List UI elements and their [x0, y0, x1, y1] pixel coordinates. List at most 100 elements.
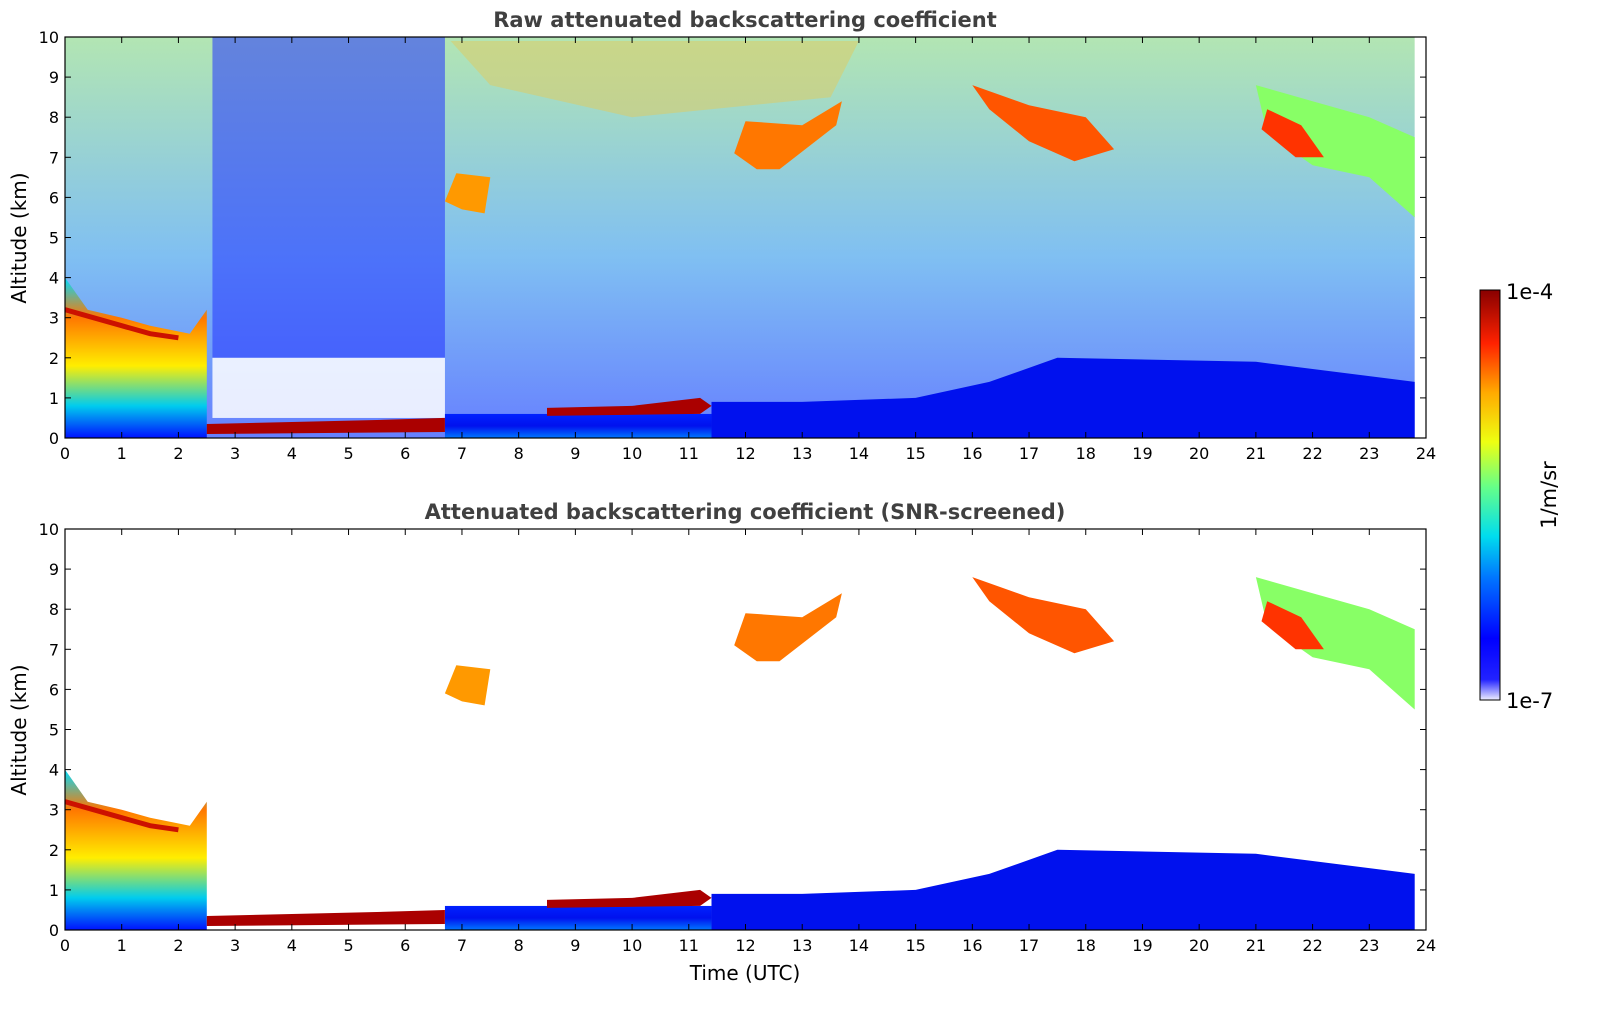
y-tick-label: 0 [49, 921, 59, 940]
aerosol-layer [711, 357, 1415, 438]
x-tick-label: 24 [1416, 444, 1436, 463]
x-tick-label: 15 [905, 936, 925, 955]
x-tick-label: 0 [60, 936, 70, 955]
x-tick-label: 1 [117, 444, 127, 463]
x-tick-label: 21 [1246, 444, 1266, 463]
x-tick-label: 17 [1019, 936, 1039, 955]
plot-area-screened [65, 577, 1415, 930]
y-tick-label: 10 [39, 520, 59, 539]
near-surface-layer [444, 413, 712, 438]
aerosol-layer [711, 849, 1415, 930]
x-tick-label: 18 [1076, 444, 1096, 463]
x-tick-label: 23 [1359, 444, 1379, 463]
panel-title-raw: Raw attenuated backscattering coefficien… [493, 8, 997, 32]
cirrus-2-core [1261, 109, 1324, 158]
x-tick-label: 6 [400, 444, 410, 463]
x-tick-label: 13 [792, 936, 812, 955]
x-tick-label: 18 [1076, 936, 1096, 955]
low-cloud-layer-1 [206, 910, 445, 926]
y-tick-label: 0 [49, 429, 59, 448]
x-tick-label: 4 [287, 444, 297, 463]
noise-upper-warm [450, 41, 859, 118]
x-tick-label: 5 [343, 936, 353, 955]
x-tick-label: 1 [117, 936, 127, 955]
x-tick-label: 22 [1302, 444, 1322, 463]
x-tick-label: 20 [1189, 936, 1209, 955]
x-tick-label: 22 [1302, 936, 1322, 955]
y-tick-label: 5 [49, 721, 59, 740]
cirrus-2-core [1261, 601, 1324, 650]
x-tick-label: 16 [962, 444, 982, 463]
axis-ticks-screened: 0 1 2 3 4 5 6 7 8 9 10 11 12 13 14 15 16 17 18 19 20 21 22 23 24… [39, 520, 1437, 955]
noise-low-region [212, 37, 445, 358]
x-tick-label: 2 [173, 444, 183, 463]
x-tick-label: 14 [849, 936, 869, 955]
x-tick-label: 2 [173, 936, 183, 955]
colorbar-min-label: 1e-7 [1506, 689, 1553, 713]
y-tick-label: 4 [49, 761, 59, 780]
panel-raw: Raw attenuated backscattering coefficien… [7, 8, 1436, 463]
y-tick-label: 3 [49, 309, 59, 328]
y-tick-label: 10 [39, 28, 59, 47]
x-axis-label: Time (UTC) [689, 961, 801, 985]
x-tick-label: 9 [570, 444, 580, 463]
y-tick-label: 1 [49, 881, 59, 900]
y-tick-label: 9 [49, 68, 59, 87]
x-tick-label: 4 [287, 936, 297, 955]
y-tick-label: 6 [49, 680, 59, 699]
x-tick-label: 21 [1246, 936, 1266, 955]
y-tick-label: 2 [49, 841, 59, 860]
x-tick-label: 19 [1132, 444, 1152, 463]
low-cloud-layer-2 [547, 397, 712, 416]
axis-ticks-raw: 0 1 2 3 4 5 6 7 8 9 10 11 12 13 14 15 16 17 18 19 20 21 22 23 24… [39, 28, 1437, 463]
x-tick-label: 8 [514, 444, 524, 463]
x-tick-label: 16 [962, 936, 982, 955]
y-tick-label: 5 [49, 229, 59, 248]
y-tick-label: 6 [49, 188, 59, 207]
cirrus-1 [972, 85, 1115, 162]
y-tick-label: 7 [49, 640, 59, 659]
x-tick-label: 9 [570, 936, 580, 955]
boundary-layer-top [65, 799, 179, 833]
x-tick-label: 17 [1019, 444, 1039, 463]
clear-region [212, 357, 445, 418]
y-tick-label: 4 [49, 269, 59, 288]
x-tick-label: 14 [849, 444, 869, 463]
boundary-layer-top [65, 307, 179, 341]
colorbar-max-label: 1e-4 [1506, 280, 1553, 304]
y-tick-label: 1 [49, 389, 59, 408]
low-cloud-layer-1 [206, 417, 445, 434]
x-tick-label: 13 [792, 444, 812, 463]
x-tick-label: 12 [735, 936, 755, 955]
x-tick-label: 10 [622, 936, 642, 955]
x-tick-label: 10 [622, 444, 642, 463]
cirrus-1 [972, 577, 1115, 654]
x-tick-label: 3 [230, 444, 240, 463]
x-tick-label: 11 [679, 936, 699, 955]
y-axis-label-raw: Altitude (km) [7, 172, 31, 303]
x-tick-label: 11 [679, 444, 699, 463]
panel-title-screened: Attenuated backscattering coefficient (S… [425, 500, 1066, 524]
y-tick-label: 7 [49, 148, 59, 167]
x-tick-label: 20 [1189, 444, 1209, 463]
cirrus-2 [1255, 85, 1415, 218]
near-surface-layer [444, 905, 712, 930]
cirrus-2 [1255, 577, 1415, 710]
y-tick-label: 8 [49, 600, 59, 619]
x-tick-label: 5 [343, 444, 353, 463]
x-tick-label: 0 [60, 444, 70, 463]
low-cloud-layer-2 [547, 889, 712, 908]
boundary-layer-aerosol [65, 769, 207, 930]
y-tick-label: 2 [49, 349, 59, 368]
mid-cloud [444, 173, 491, 214]
panel-screened: Attenuated backscattering coefficient (S… [7, 500, 1436, 985]
colorbar-unit-label: 1/m/sr [1537, 461, 1561, 529]
x-tick-label: 7 [457, 444, 467, 463]
x-tick-label: 3 [230, 936, 240, 955]
y-tick-label: 9 [49, 560, 59, 579]
x-tick-label: 6 [400, 936, 410, 955]
x-tick-label: 12 [735, 444, 755, 463]
x-tick-label: 19 [1132, 936, 1152, 955]
x-tick-label: 24 [1416, 936, 1436, 955]
